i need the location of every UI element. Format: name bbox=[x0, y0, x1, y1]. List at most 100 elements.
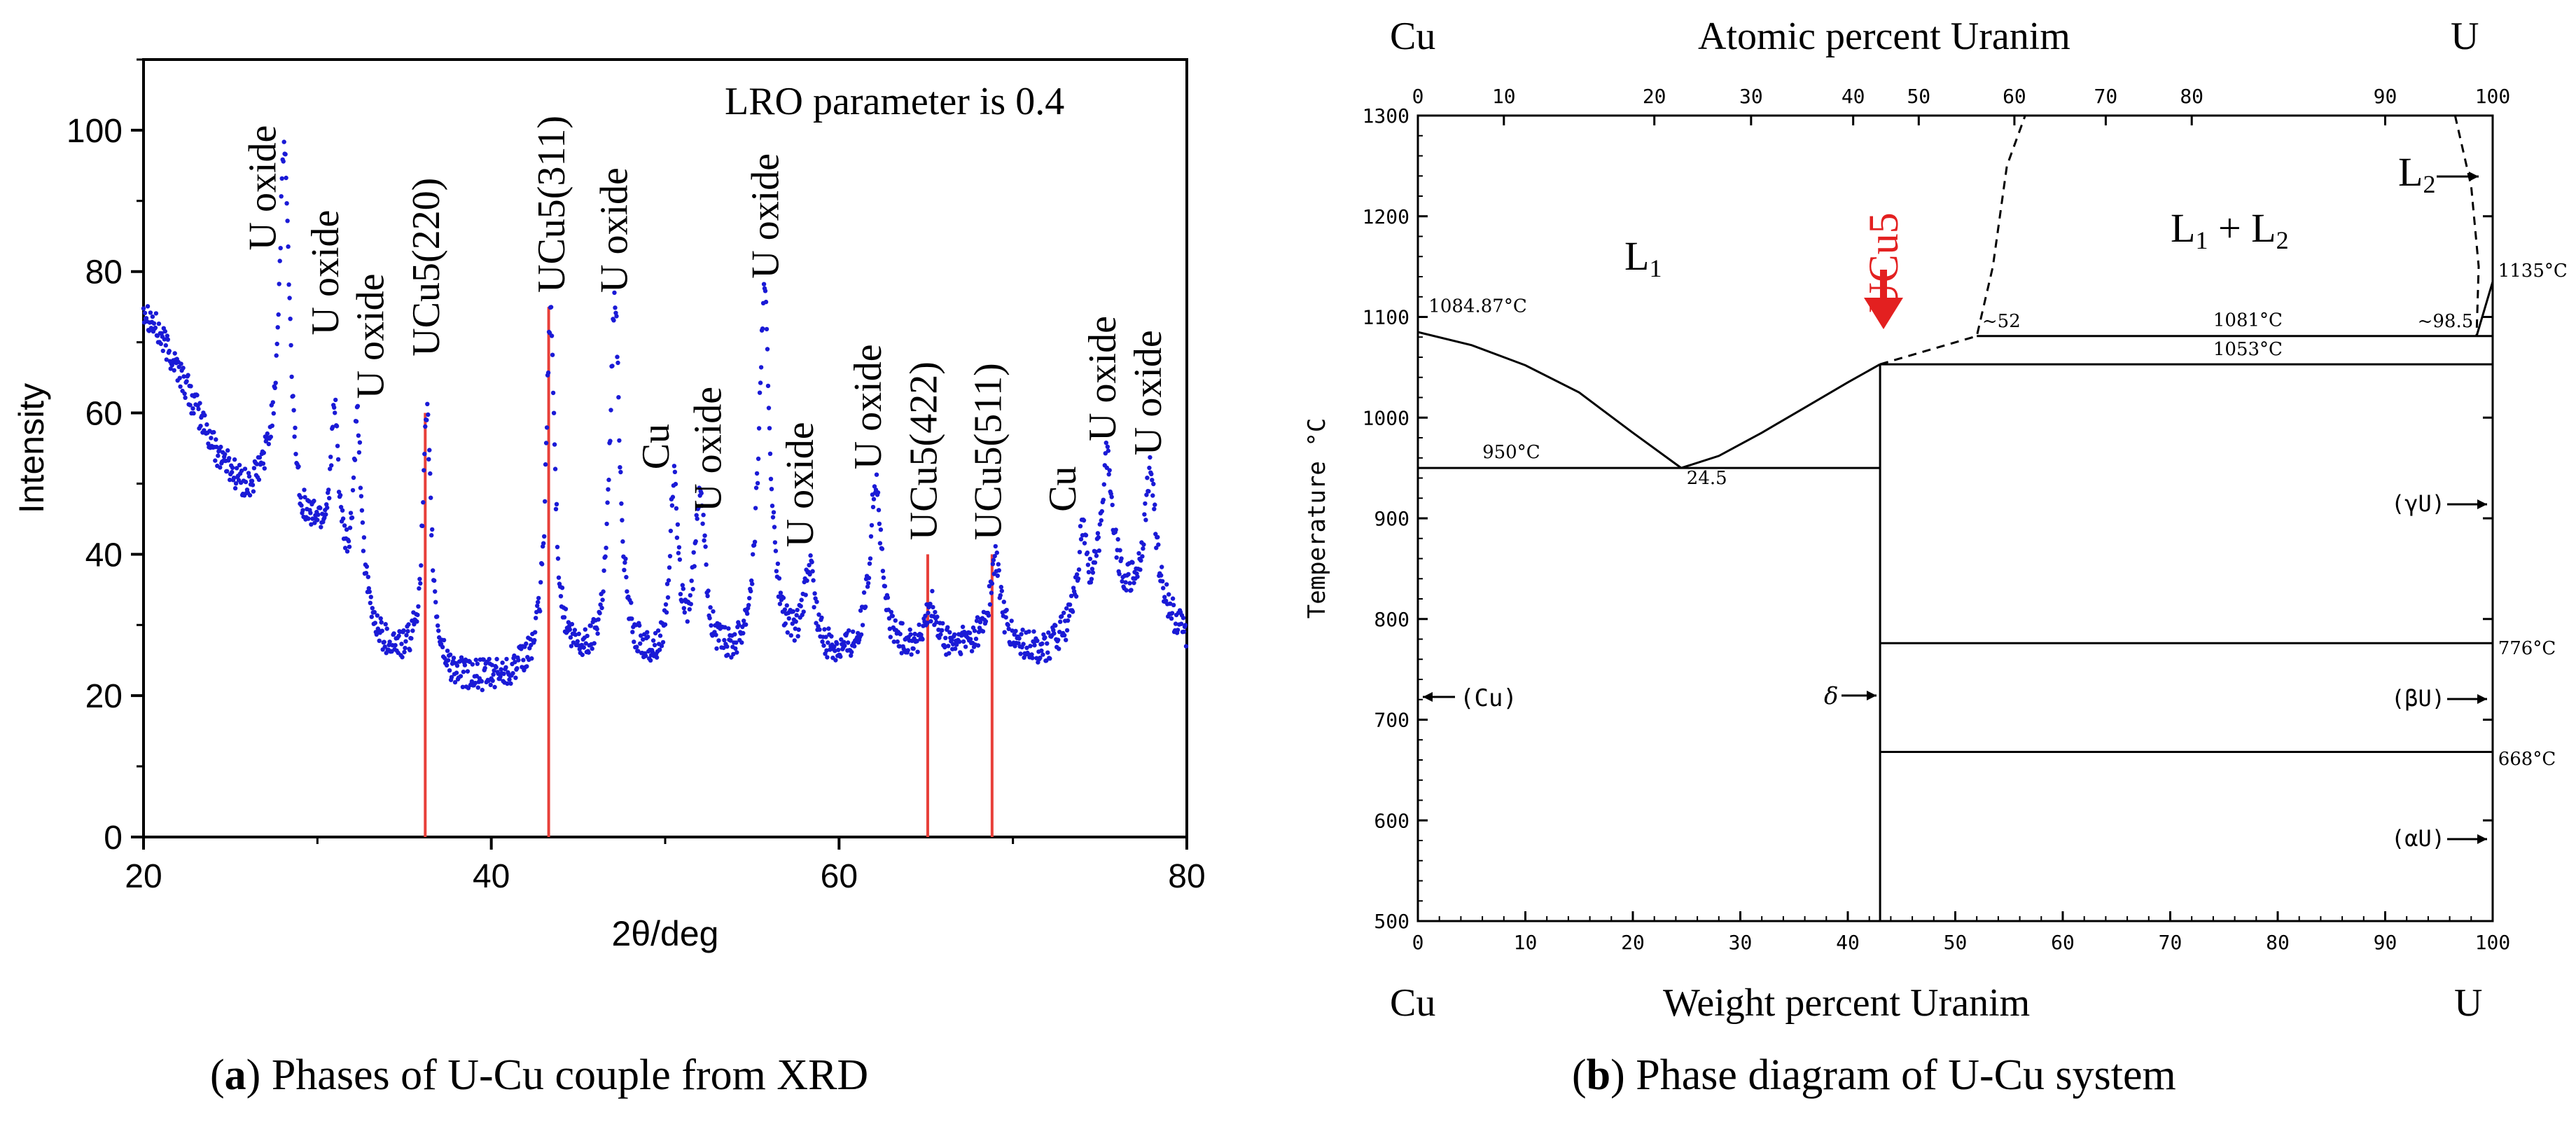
xrd-point bbox=[1083, 533, 1089, 538]
xrd-point bbox=[595, 631, 600, 636]
xrd-point bbox=[552, 466, 558, 471]
xrd-point bbox=[405, 629, 410, 634]
xrd-point bbox=[1057, 630, 1062, 635]
xrd-point bbox=[634, 644, 639, 649]
xrd-point bbox=[1035, 638, 1040, 643]
xrd-point bbox=[876, 508, 882, 513]
weight-tick-label: 60 bbox=[2051, 931, 2075, 954]
xrd-point bbox=[391, 631, 396, 636]
xrd-point bbox=[1062, 632, 1067, 638]
xrd-point bbox=[183, 395, 188, 400]
xrd-point bbox=[998, 593, 1003, 598]
temp-tick-label: 600 bbox=[1374, 809, 1409, 832]
xrd-point bbox=[671, 464, 677, 469]
xrd-point bbox=[214, 437, 218, 442]
xrd-point bbox=[681, 586, 685, 591]
xrd-point bbox=[400, 655, 405, 660]
xrd-point bbox=[793, 626, 798, 631]
xrd-point bbox=[953, 646, 958, 651]
xrd-point bbox=[298, 495, 303, 500]
xrd-point bbox=[1066, 614, 1072, 618]
xrd-point bbox=[403, 639, 408, 644]
xrd-point bbox=[938, 632, 943, 637]
xrd-point bbox=[1097, 522, 1103, 527]
xrd-point bbox=[242, 466, 248, 471]
xrd-point bbox=[828, 647, 833, 652]
phase-weight-ticks: 0 10 20 30 40 50 60 70 80 90 100 bbox=[1412, 911, 2510, 954]
xrd-point bbox=[373, 621, 377, 625]
phase-annotation: 24.5 bbox=[1687, 468, 1727, 489]
xrd-point bbox=[833, 649, 837, 654]
xrd-point bbox=[543, 499, 548, 504]
xrd-point bbox=[223, 452, 228, 457]
xrd-point bbox=[685, 619, 690, 624]
atomic-tick-label: 100 bbox=[2475, 85, 2511, 108]
phase-arrowhead bbox=[2477, 834, 2487, 844]
xrd-point bbox=[778, 590, 784, 595]
xrd-point bbox=[960, 624, 966, 630]
xrd-point bbox=[973, 636, 979, 642]
xrd-point bbox=[368, 600, 373, 605]
xrd-point bbox=[871, 497, 877, 502]
xrd-point bbox=[350, 488, 356, 493]
xrd-point bbox=[232, 457, 237, 462]
xrd-point bbox=[228, 477, 232, 483]
peak-label: U oxide bbox=[349, 274, 393, 399]
xrd-point bbox=[1164, 582, 1169, 587]
xrd-point bbox=[365, 574, 370, 579]
xrd-point bbox=[1173, 621, 1178, 626]
xrd-point bbox=[190, 406, 195, 411]
xrd-point bbox=[1059, 614, 1064, 619]
xrd-point bbox=[580, 652, 585, 658]
xrd-point bbox=[680, 583, 685, 588]
xrd-point bbox=[422, 451, 427, 457]
xrd-point bbox=[340, 508, 345, 513]
xrd-point bbox=[1113, 527, 1118, 532]
xrd-point bbox=[277, 282, 281, 286]
xrd-point bbox=[289, 374, 294, 380]
peak-label: UCu5(511) bbox=[966, 363, 1010, 540]
xrd-point bbox=[1089, 567, 1095, 572]
xrd-point bbox=[721, 645, 726, 651]
weight-tick-label: 90 bbox=[2374, 931, 2397, 954]
xrd-point bbox=[744, 622, 749, 627]
xrd-point bbox=[283, 152, 288, 157]
xrd-point bbox=[270, 400, 275, 405]
phase-boundary bbox=[2475, 281, 2494, 337]
xrd-point bbox=[1132, 581, 1136, 586]
xrd-point bbox=[1136, 551, 1141, 556]
xrd-point bbox=[272, 385, 277, 390]
xrd-point bbox=[268, 434, 273, 439]
xrd-point bbox=[504, 656, 509, 662]
xrd-point bbox=[142, 310, 148, 315]
xrd-point bbox=[753, 506, 758, 511]
xrd-point bbox=[947, 630, 952, 635]
xrd-point bbox=[153, 325, 158, 331]
xrd-point bbox=[1030, 656, 1035, 661]
temp-tick-label: 1300 bbox=[1363, 104, 1409, 127]
weight-tick-label: 0 bbox=[1412, 931, 1424, 954]
xrd-point bbox=[162, 337, 167, 342]
xrd-point bbox=[786, 616, 792, 621]
xrd-point bbox=[1078, 537, 1084, 541]
xrd-point bbox=[164, 357, 169, 362]
xrd-point bbox=[905, 648, 910, 653]
xrd-point bbox=[598, 602, 603, 607]
phase-diagram: 0 10 20 30 40 50 60 70 80 90 100 0 10 20 30 40 50 60 70 80… bbox=[1303, 15, 2568, 1025]
xrd-point bbox=[805, 578, 809, 583]
x-tick-label: 40 bbox=[473, 858, 510, 895]
xrd-point bbox=[615, 360, 620, 366]
xrd-point bbox=[865, 584, 870, 589]
xrd-point bbox=[1106, 448, 1111, 453]
xrd-point bbox=[732, 632, 737, 637]
xrd-point bbox=[742, 618, 746, 623]
xrd-point bbox=[638, 641, 643, 646]
xrd-point bbox=[782, 607, 788, 612]
xrd-point bbox=[1153, 502, 1157, 507]
xrd-point bbox=[1082, 541, 1087, 546]
xrd-point bbox=[699, 503, 704, 509]
xrd-point bbox=[798, 604, 803, 609]
atomic-tick-label: 20 bbox=[1643, 85, 1666, 108]
xrd-point bbox=[1094, 553, 1099, 558]
xrd-point bbox=[674, 535, 680, 540]
